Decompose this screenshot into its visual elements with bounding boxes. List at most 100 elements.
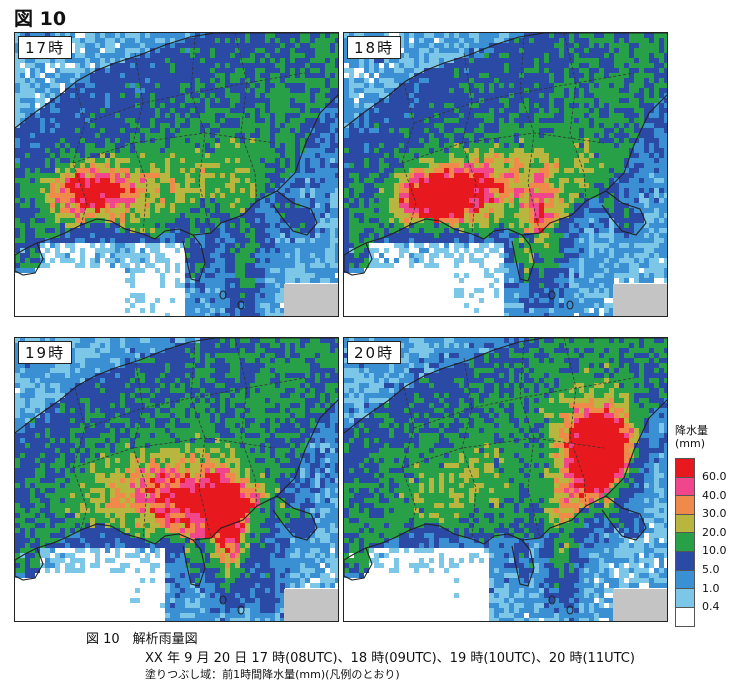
rain-cell (220, 33, 225, 38)
rain-cell (354, 83, 359, 88)
rain-cell (220, 283, 225, 288)
rain-cell (504, 73, 509, 78)
rain-cell (454, 123, 459, 128)
rain-cell (325, 113, 330, 118)
rain-cell (454, 48, 459, 53)
rain-cell (95, 188, 100, 193)
rain-cell (424, 88, 429, 93)
rain-cell (75, 218, 80, 223)
rain-cell (654, 93, 659, 98)
rain-cell (225, 73, 230, 78)
rain-cell (75, 98, 80, 103)
rain-cell (434, 108, 439, 113)
rain-cell (295, 158, 300, 163)
rain-cell (90, 73, 95, 78)
rain-cell (145, 218, 150, 223)
rain-cell (260, 158, 265, 163)
rain-cell (35, 193, 40, 198)
rain-cell (285, 233, 290, 238)
rain-cell (320, 73, 325, 78)
rain-cell (95, 38, 100, 43)
rain-cell (235, 298, 240, 303)
rain-cell (300, 178, 305, 183)
rain-cell (160, 178, 165, 183)
rain-cell (55, 123, 60, 128)
rain-cell (190, 123, 195, 128)
rain-cell (70, 108, 75, 113)
rain-cell (60, 123, 65, 128)
rain-cell (454, 93, 459, 98)
rain-cell (75, 178, 80, 183)
rain-cell (489, 48, 494, 53)
rain-cell (664, 68, 667, 73)
rain-cell (275, 158, 280, 163)
rain-cell (320, 113, 325, 118)
rain-cell (474, 143, 479, 148)
rain-cell (50, 223, 55, 228)
rain-cell (75, 238, 80, 243)
rain-cell (310, 158, 315, 163)
rain-cell (614, 58, 619, 63)
rain-cell (95, 168, 100, 173)
rain-cell (200, 213, 205, 218)
rain-cell (125, 73, 130, 78)
rain-cell (315, 213, 320, 218)
rain-cell (230, 278, 235, 283)
rain-cell (305, 258, 310, 263)
rain-cell (95, 83, 100, 88)
rain-cell (135, 238, 140, 243)
rain-cell (50, 73, 55, 78)
rain-cell (449, 138, 454, 143)
rain-cell (40, 183, 45, 188)
rain-cell (300, 213, 305, 218)
rain-cell (35, 203, 40, 208)
rain-cell (225, 313, 230, 316)
rain-cell (315, 178, 320, 183)
rain-cell (569, 143, 574, 148)
rain-cell (444, 43, 449, 48)
rain-cell (265, 298, 270, 303)
rain-cell (330, 183, 335, 188)
rain-cell (399, 78, 404, 83)
rain-cell (60, 93, 65, 98)
rain-cell (280, 68, 285, 73)
rain-cell (170, 128, 175, 133)
rain-cell (160, 138, 165, 143)
rain-cell (359, 168, 364, 173)
rain-cell (25, 253, 30, 258)
rain-cell (559, 48, 564, 53)
rain-cell (320, 253, 325, 258)
rain-cell (30, 173, 35, 178)
rain-cell (150, 208, 155, 213)
rain-cell (115, 63, 120, 68)
rain-cell (205, 33, 210, 38)
rain-cell (205, 113, 210, 118)
rain-cell (664, 78, 667, 83)
rain-cell (439, 118, 444, 123)
rain-cell (524, 38, 529, 43)
rain-cell (240, 313, 245, 316)
rain-cell (579, 88, 584, 93)
rain-cell (170, 183, 175, 188)
rain-cell (240, 153, 245, 158)
rain-cell (290, 203, 295, 208)
rain-cell (379, 123, 384, 128)
rain-cell (205, 78, 210, 83)
rain-cell (469, 143, 474, 148)
rain-cell (255, 248, 260, 253)
rain-cell (195, 43, 200, 48)
rain-cell (544, 98, 549, 103)
rain-cell (50, 193, 55, 198)
rain-cell (310, 273, 315, 278)
rain-cell (75, 53, 80, 58)
rain-cell (165, 153, 170, 158)
rain-cell (25, 113, 30, 118)
rain-cell (589, 63, 594, 68)
rain-cell (549, 73, 554, 78)
rain-cell (205, 83, 210, 88)
rain-cell (85, 153, 90, 158)
rain-cell (524, 158, 529, 163)
rain-cell (170, 68, 175, 73)
rain-cell (130, 118, 135, 123)
rain-cell (40, 168, 45, 173)
